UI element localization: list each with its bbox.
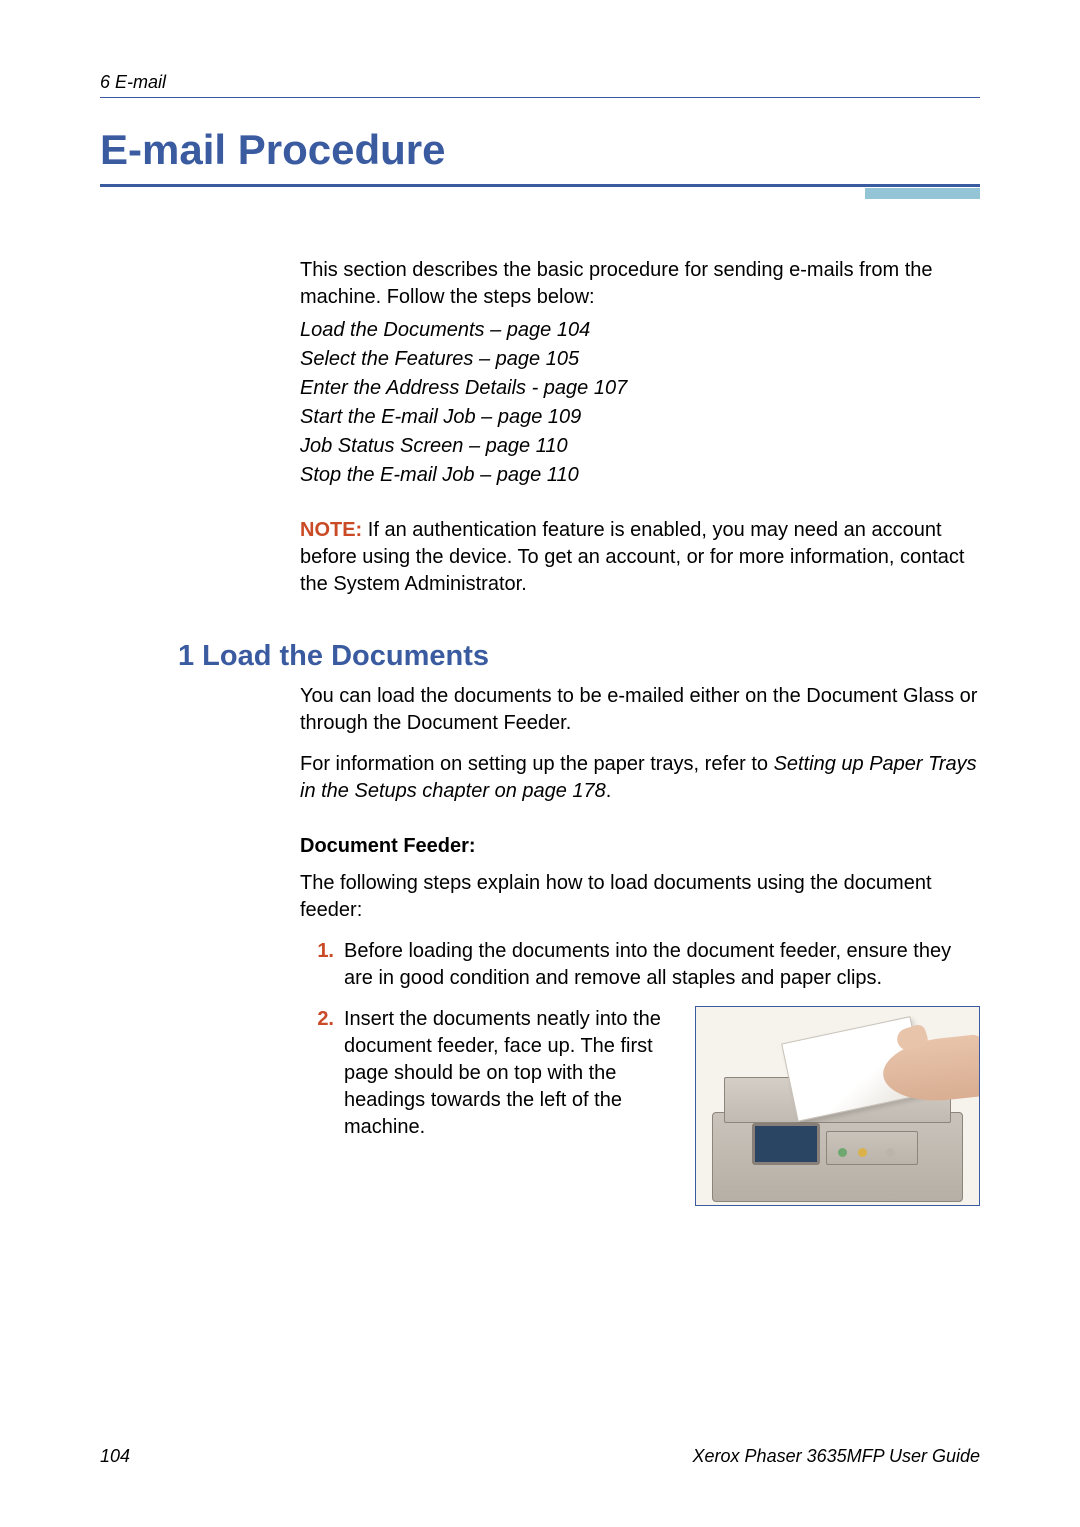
- step-link: Start the E-mail Job – page 109: [300, 404, 980, 431]
- document-page: 6 E-mail E-mail Procedure This section d…: [0, 0, 1080, 1527]
- step-text: Insert the documents neatly into the doc…: [344, 1006, 673, 1141]
- section-body: You can load the documents to be e-maile…: [300, 683, 980, 1206]
- steps-list: Load the Documents – page 104 Select the…: [300, 317, 980, 489]
- note-label: NOTE:: [300, 519, 362, 541]
- step-link: Enter the Address Details - page 107: [300, 375, 980, 402]
- page-number: 104: [100, 1446, 130, 1467]
- note-text: If an authentication feature is enabled,…: [300, 519, 964, 595]
- step-number: 1.: [300, 938, 334, 965]
- step-number: 2.: [300, 1006, 334, 1033]
- page-footer: 104 Xerox Phaser 3635MFP User Guide: [100, 1446, 980, 1467]
- printer-figure: [695, 1006, 980, 1206]
- text-fragment: .: [606, 780, 612, 802]
- printer-screen-shape: [752, 1123, 820, 1165]
- numbered-step: 2. Insert the documents neatly into the …: [300, 1006, 980, 1206]
- subheading: Document Feeder:: [300, 833, 980, 860]
- footer-doc-title: Xerox Phaser 3635MFP User Guide: [693, 1446, 980, 1467]
- paragraph: The following steps explain how to load …: [300, 870, 980, 924]
- chapter-label: 6 E-mail: [100, 72, 166, 92]
- page-header: 6 E-mail: [100, 72, 980, 98]
- content-body: This section describes the basic procedu…: [300, 257, 980, 598]
- step-link: Stop the E-mail Job – page 110: [300, 462, 980, 489]
- step-text: Before loading the documents into the do…: [344, 938, 980, 992]
- step-link: Job Status Screen – page 110: [300, 433, 980, 460]
- paragraph: You can load the documents to be e-maile…: [300, 683, 980, 737]
- note-block: NOTE: If an authentication feature is en…: [300, 517, 980, 598]
- step-row: Insert the documents neatly into the doc…: [344, 1006, 980, 1206]
- numbered-step: 1. Before loading the documents into the…: [300, 938, 980, 992]
- text-fragment: For information on setting up the paper …: [300, 753, 774, 775]
- step-link: Select the Features – page 105: [300, 346, 980, 373]
- page-title: E-mail Procedure: [100, 126, 980, 187]
- step-link: Load the Documents – page 104: [300, 317, 980, 344]
- section-heading: 1 Load the Documents: [178, 640, 980, 673]
- intro-paragraph: This section describes the basic procedu…: [300, 257, 980, 311]
- paragraph: For information on setting up the paper …: [300, 751, 980, 805]
